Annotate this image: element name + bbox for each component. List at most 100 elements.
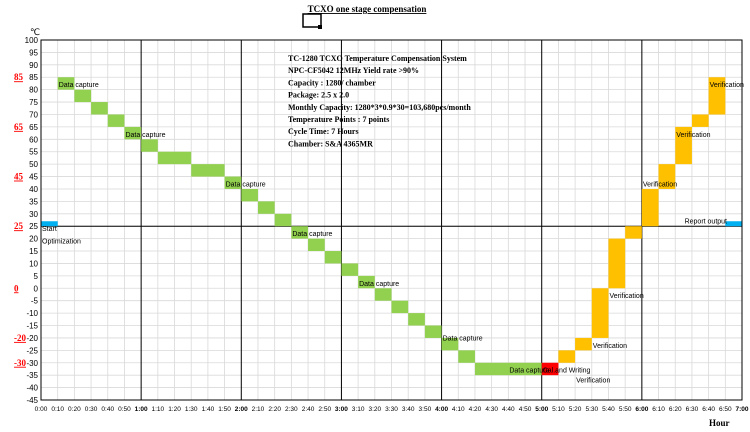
x-tick-label: 5:20 (569, 406, 582, 413)
info-box-line: Chamber: S&A 4365MR (288, 139, 373, 148)
info-box-line: Cycle Time: 7 Hours (288, 127, 359, 136)
x-tick-label: 7:00 (735, 406, 748, 413)
heating-step (575, 337, 592, 351)
x-tick-label: 2:00 (235, 406, 248, 413)
marked-y-tick-label: 65 (14, 122, 24, 132)
cooling-step (441, 337, 459, 351)
marked-y-tick-label: -20 (14, 333, 26, 343)
y-tick-label: 75 (29, 98, 38, 107)
y-tick-label: 45 (29, 173, 38, 182)
cooling-step (241, 188, 258, 202)
info-box-line: Package: 2.5 x 2.0 (288, 91, 349, 100)
start_end-step (725, 221, 742, 227)
info-box-line: Capacity : 1280/ chamber (288, 78, 376, 87)
x-tick-label: 1:40 (202, 406, 215, 413)
annotation-label: Data capture (226, 181, 266, 188)
x-tick-label: 2:30 (285, 406, 298, 413)
heating-step (691, 114, 709, 127)
annotation-label: Data capture (125, 132, 165, 139)
x-tick-label: 2:10 (252, 406, 265, 413)
annotation-layer: Data capture Data capture Data capture Data… (42, 82, 744, 384)
x-tick-label: 4:10 (452, 406, 465, 413)
cooling-step (74, 89, 92, 103)
y-tick-label: -10 (26, 309, 38, 318)
annotation-label: Data capture (359, 281, 399, 288)
info-box-line: Monthly Capacity: 1280*3*0.9*30=103,680p… (288, 103, 471, 112)
x-tick-label: 5:10 (552, 406, 565, 413)
marked-y-tick-label: 45 (14, 172, 24, 182)
cooling-step (358, 275, 375, 289)
cooling-step (374, 288, 392, 301)
x-tick-label: 5:50 (619, 406, 632, 413)
annotation-label: Verification (710, 82, 744, 89)
heating-step (591, 288, 609, 338)
marked-y-tick-label: 85 (14, 72, 24, 82)
annotation-label: Verification (676, 132, 710, 139)
x-tick-label: 2:50 (318, 406, 331, 413)
cooling-step (291, 226, 309, 239)
x-tick-label: 5:30 (585, 406, 598, 413)
y-tick-label: -20 (26, 334, 38, 343)
y-tick-label: 95 (29, 48, 38, 57)
x-tick-label: 3:10 (352, 406, 365, 413)
cooling-step (474, 362, 542, 376)
y-tick-label: 40 (29, 185, 38, 194)
x-tick-label: 3:00 (335, 406, 348, 413)
cooling-step (91, 102, 108, 115)
x-tick-label: 0:10 (51, 406, 64, 413)
series-layer (41, 77, 742, 376)
annotation-label: Optimization (42, 239, 81, 246)
cooling-step (324, 251, 342, 264)
x-tick-label: 0:20 (68, 406, 81, 413)
heating-step (558, 350, 576, 363)
annotation-label: Data capture (443, 335, 483, 342)
x-tick-label: 2:20 (268, 406, 281, 413)
annotation-label: Cal.and Writing (543, 368, 591, 375)
cooling-step (124, 126, 142, 140)
cooling-step (141, 139, 158, 152)
y-axis-unit: ℃ (30, 27, 40, 37)
y-tick-label: 35 (29, 197, 38, 206)
y-tick-label: 90 (29, 61, 38, 70)
marked-y-tick-label: 25 (14, 221, 24, 231)
cooling-step (274, 213, 292, 227)
annotation-label: Data capture (292, 231, 332, 238)
y-tick-label: 20 (29, 235, 38, 244)
y-tick-label: 85 (29, 73, 38, 82)
heating-step (708, 77, 726, 115)
cooling-step (224, 176, 242, 189)
x-tick-label: 3:20 (368, 406, 381, 413)
y-tick-label: -35 (26, 371, 38, 380)
info-box-line: NPC-CF5042 12MHz Yield rate >90% (288, 66, 419, 75)
x-tick-label: 1:30 (185, 406, 198, 413)
y-tick-label: -5 (31, 297, 39, 306)
x-tick-label: 6:10 (652, 406, 665, 413)
heating-step (608, 238, 626, 289)
annotation-label: Report output (685, 219, 727, 226)
grid (40, 39, 743, 401)
x-tick-label: 2:40 (302, 406, 315, 413)
y-tick-label: 5 (34, 272, 39, 281)
cooling-step (157, 151, 192, 165)
y-tick-label: 0 (34, 284, 39, 293)
title-marker-handle (318, 25, 322, 29)
y-tick-label: 15 (29, 247, 38, 256)
y-tick-label: -40 (26, 384, 38, 393)
info-box: TC-1280 TCXO Temperature Compensation Sy… (288, 54, 471, 148)
x-tick-label: 4:20 (469, 406, 482, 413)
x-tick-label: 1:50 (218, 406, 231, 413)
calibration-step (541, 362, 559, 376)
y-tick-label: -25 (26, 346, 38, 355)
info-box-line: Temperature Points : 7 points (288, 115, 389, 124)
axis-layer: 1009590858075706560555045403530252015105… (14, 36, 749, 413)
annotation-label: Verification (593, 343, 627, 350)
info-box-line: TC-1280 TCXO Temperature Compensation Sy… (288, 54, 467, 63)
marked-y-tick-label: 0 (14, 283, 19, 293)
x-tick-label: 4:50 (519, 406, 532, 413)
x-tick-label: 6:40 (702, 406, 715, 413)
cooling-step (257, 201, 275, 214)
cooling-step (424, 325, 442, 338)
title-marker-box (302, 13, 322, 28)
y-tick-label: 100 (25, 36, 39, 45)
